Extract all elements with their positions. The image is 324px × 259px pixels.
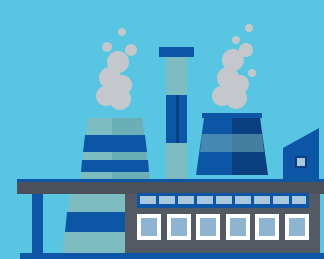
platform-edge	[17, 179, 324, 182]
factory-illustration	[0, 0, 324, 259]
lower-tower	[62, 194, 125, 255]
page	[0, 0, 324, 259]
cooling-tower-left	[80, 118, 150, 180]
cooling-tower-right	[196, 113, 268, 175]
ground	[20, 253, 324, 259]
lower-building	[125, 193, 320, 255]
pillar	[32, 194, 43, 255]
